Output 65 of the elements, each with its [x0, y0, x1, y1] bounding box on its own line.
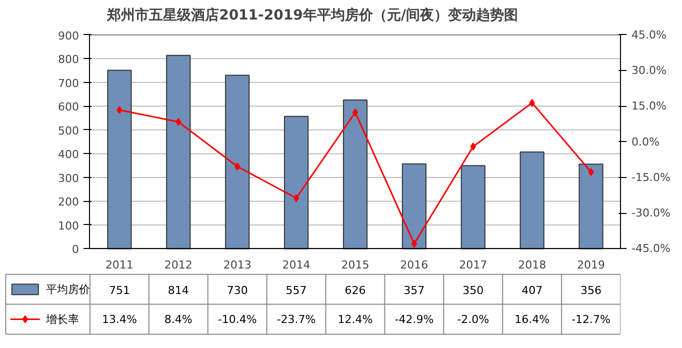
data-label: 557 — [286, 284, 307, 297]
bar — [166, 54, 191, 250]
y2-tick-label: -45.0% — [632, 242, 670, 256]
data-label: 8.4% — [164, 312, 192, 326]
data-label: 13.4% — [102, 312, 137, 326]
bar — [460, 165, 486, 250]
y-tick-label: 300 — [58, 172, 79, 185]
y-tick-label: 100 — [58, 219, 79, 232]
bar — [225, 74, 250, 250]
x-tick-label: 2019 — [577, 258, 606, 272]
bar — [578, 164, 604, 250]
x-tick-label: 2015 — [341, 258, 370, 272]
bar — [284, 116, 309, 250]
y2-tick-label: 30.0% — [632, 64, 666, 78]
point — [352, 108, 358, 116]
x-tick-label: 2016 — [400, 258, 428, 272]
point — [411, 240, 418, 248]
x-tick-label: 2018 — [518, 258, 546, 272]
data-label: 12.4% — [338, 312, 373, 326]
bar — [342, 100, 368, 250]
y-tick-label: 200 — [58, 196, 79, 209]
data-label: 357 — [404, 284, 425, 297]
point — [176, 118, 182, 126]
x-tick-label: 2017 — [459, 258, 488, 272]
y2-tick-label: 45.0% — [632, 28, 666, 42]
data-label: 356 — [580, 284, 602, 297]
y-tick-label: 700 — [58, 76, 79, 90]
y2-tick-label: 0.0% — [632, 135, 660, 148]
data-label: -10.4% — [218, 312, 257, 326]
point — [116, 106, 122, 114]
data-label: -2.0% — [457, 312, 490, 326]
bar — [107, 70, 132, 250]
data-label: 407 — [522, 284, 543, 297]
y2-tick-label: 15.0% — [632, 100, 666, 113]
data-label: 751 — [108, 284, 130, 297]
data-label: 350 — [462, 284, 484, 297]
data-label: -42.9% — [394, 312, 434, 326]
point — [293, 194, 300, 202]
y-tick-label: 0 — [72, 243, 79, 256]
point — [470, 142, 476, 151]
data-label: -12.7% — [572, 312, 610, 326]
point — [529, 98, 535, 107]
y-tick-label: 400 — [58, 148, 79, 162]
chart-title: 郑州市五星级酒店2011-2019年平均房价（元/间夜）变动趋势图 — [106, 6, 518, 24]
legend-label: 增长率 — [44, 312, 79, 326]
y2-tick-label: -15.0% — [632, 170, 670, 184]
data-label: -23.7% — [276, 312, 316, 326]
legend-label: 平均房价 — [46, 282, 90, 296]
bar — [402, 163, 426, 250]
y-tick-label: 600 — [58, 100, 79, 114]
y-tick-label: 800 — [58, 53, 79, 66]
data-label: 626 — [344, 284, 366, 297]
point — [588, 168, 594, 176]
point — [234, 162, 240, 171]
data-label: 16.4% — [514, 312, 550, 326]
data-label: 730 — [226, 284, 248, 297]
x-tick-label: 2013 — [223, 258, 252, 272]
y-tick-label: 900 — [58, 29, 79, 42]
y2-tick-label: -30.0% — [632, 206, 670, 220]
data-label: 814 — [168, 284, 189, 297]
bar — [520, 152, 544, 250]
x-tick-label: 2012 — [164, 258, 192, 272]
y-tick-label: 500 — [58, 124, 79, 138]
x-tick-label: 2011 — [105, 258, 134, 272]
x-tick-label: 2014 — [282, 258, 310, 272]
